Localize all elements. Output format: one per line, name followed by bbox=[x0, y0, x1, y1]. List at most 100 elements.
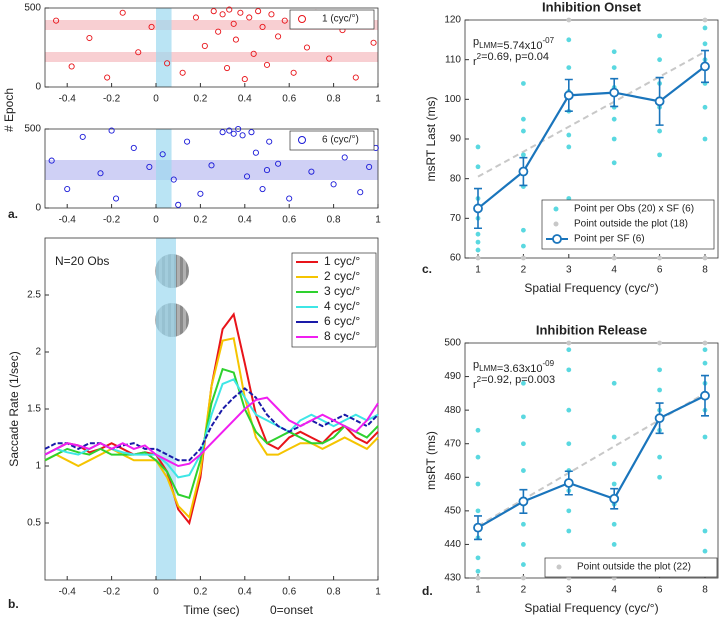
obs-point bbox=[611, 136, 617, 142]
stat-part: p bbox=[473, 36, 479, 48]
obs-point bbox=[702, 255, 708, 261]
obs-point bbox=[521, 128, 526, 134]
x-tick-label: 4 bbox=[611, 585, 617, 596]
raster-point bbox=[208, 162, 215, 169]
stat-part: =5.74x10 bbox=[497, 40, 543, 52]
stat-text: r2=0.92, p=0.003 bbox=[473, 374, 555, 391]
y-tick-label: 80 bbox=[450, 173, 462, 184]
obs-point bbox=[566, 367, 572, 373]
raster-point bbox=[86, 34, 93, 42]
stat-text: pLMM=5.74x10-07 bbox=[473, 36, 555, 52]
obs-point bbox=[611, 160, 617, 166]
stat-part: p bbox=[473, 359, 479, 371]
raster-point bbox=[263, 167, 271, 174]
x-tick-label: 0.6 bbox=[282, 587, 296, 598]
raster-point bbox=[146, 163, 153, 170]
mean-marker bbox=[654, 96, 665, 107]
x-tick-label: 0.2 bbox=[193, 94, 207, 105]
raster-point bbox=[239, 132, 246, 139]
raster-point bbox=[286, 195, 293, 202]
raster-point bbox=[175, 201, 182, 208]
obs-point bbox=[521, 521, 526, 527]
obs-point bbox=[475, 454, 481, 460]
mean-marker bbox=[563, 478, 574, 488]
raster-point bbox=[219, 129, 226, 136]
rate-line bbox=[44, 387, 379, 462]
obs-point bbox=[611, 521, 617, 527]
obs-point bbox=[702, 360, 708, 366]
raster-point bbox=[170, 176, 177, 183]
y-tick-label: 70 bbox=[450, 213, 462, 224]
legend-box bbox=[291, 252, 377, 348]
stat-sub: LMM bbox=[479, 41, 497, 50]
y-tick-label: 2 bbox=[35, 347, 41, 358]
obs-point bbox=[611, 380, 617, 386]
raster-point bbox=[330, 181, 337, 188]
raster-point bbox=[366, 163, 373, 170]
raster-point bbox=[255, 8, 262, 15]
mean-marker bbox=[609, 493, 620, 504]
obs-point bbox=[521, 575, 526, 581]
x-tick-label: -0.2 bbox=[103, 94, 121, 105]
stat-part: =0.92, p=0.003 bbox=[481, 374, 555, 386]
obs-point bbox=[566, 347, 572, 353]
legend-label: 1 (cyc/°) bbox=[322, 14, 359, 25]
y-tick-label: 490 bbox=[444, 371, 461, 382]
stat-text: pLMM=3.63x10-09 bbox=[473, 359, 555, 375]
raster-point bbox=[197, 190, 204, 197]
legend-label: 8 cyc/° bbox=[324, 329, 360, 343]
legend-box bbox=[289, 9, 375, 30]
legend-label: Point outside the plot (22) bbox=[577, 562, 691, 573]
obs-point bbox=[702, 434, 708, 440]
x-tick-label: 0.2 bbox=[193, 215, 207, 226]
x-tick-label: 0.2 bbox=[193, 587, 207, 598]
raster-point bbox=[215, 28, 222, 35]
x-tick-label: 8 bbox=[702, 585, 708, 596]
raster-point bbox=[308, 168, 315, 175]
mean-marker bbox=[700, 61, 710, 72]
obs-point bbox=[521, 468, 526, 473]
obs-point bbox=[611, 542, 617, 547]
x-axis-note: 0=onset bbox=[270, 603, 314, 617]
obs-point bbox=[702, 528, 708, 534]
obs-point bbox=[702, 17, 708, 23]
raster-point bbox=[108, 127, 115, 134]
obs-point bbox=[475, 481, 481, 487]
obs-point bbox=[702, 340, 708, 346]
legend-box bbox=[289, 130, 375, 151]
obs-point bbox=[521, 255, 526, 261]
obs-point bbox=[566, 144, 572, 150]
obs-point bbox=[521, 227, 526, 233]
obs-point bbox=[657, 367, 662, 373]
obs-point bbox=[521, 243, 526, 249]
raster-point bbox=[263, 61, 271, 68]
raster-point bbox=[223, 64, 231, 72]
raster-point bbox=[79, 133, 86, 140]
y-axis-label: # Epoch bbox=[2, 88, 16, 132]
obs-point bbox=[566, 17, 572, 23]
mean-marker bbox=[654, 413, 665, 424]
stimulus-band bbox=[156, 8, 172, 87]
x-tick-label: 0 bbox=[153, 215, 159, 226]
legend-label: 2 cyc/° bbox=[324, 269, 360, 283]
raster-point bbox=[259, 185, 266, 193]
x-tick-label: 1 bbox=[375, 587, 381, 598]
stat-sup: 2 bbox=[477, 375, 482, 384]
obs-point bbox=[702, 41, 708, 47]
legend-label: 6 (cyc/°) bbox=[322, 135, 359, 146]
obs-point bbox=[566, 441, 572, 447]
legend-label: 6 cyc/° bbox=[324, 314, 360, 328]
rate-line bbox=[44, 367, 379, 500]
panel-label: b. bbox=[8, 597, 19, 611]
mean-marker bbox=[518, 166, 529, 177]
panel-label: c. bbox=[422, 262, 432, 276]
obs-point bbox=[657, 474, 662, 480]
obs-point bbox=[657, 152, 662, 158]
x-axis-label: Spatial Frequency (cyc/°) bbox=[524, 281, 658, 295]
x-tick-label: 3 bbox=[566, 265, 572, 276]
raster-point bbox=[135, 49, 142, 56]
obs-point bbox=[702, 548, 708, 554]
obs-point bbox=[475, 239, 481, 245]
x-tick-label: 6 bbox=[657, 265, 663, 276]
